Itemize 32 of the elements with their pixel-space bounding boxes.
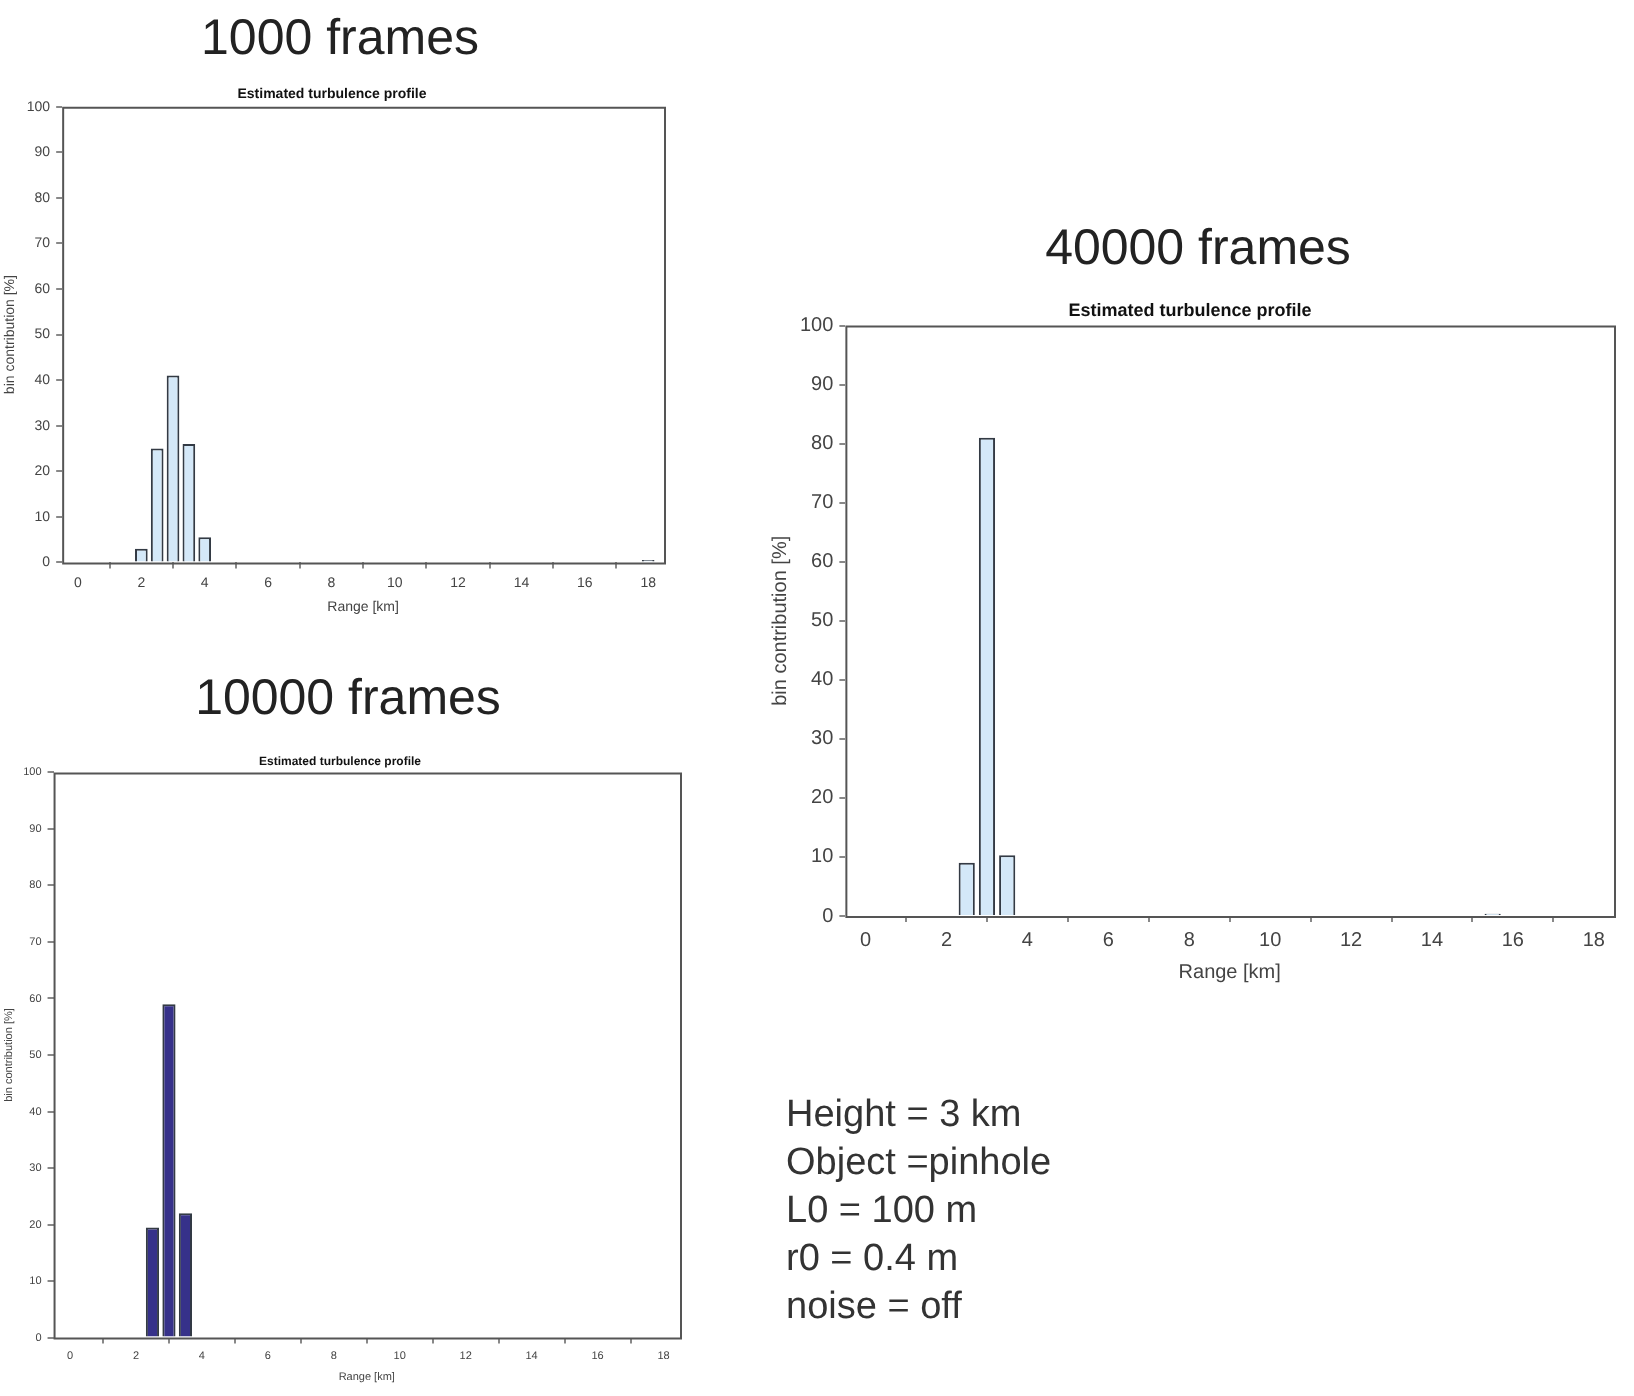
chart-subtitle: Estimated turbulence profile: [1068, 299, 1312, 320]
text: L0 = 100 m: [786, 1188, 980, 1236]
x-tick-label: 6: [1102, 929, 1115, 952]
y-tick-label: 90: [811, 374, 835, 397]
chart-title: 10000 frames: [193, 670, 503, 730]
y-tick-label: 100: [799, 315, 835, 338]
y-tick-label: 20: [811, 787, 835, 810]
text: Object =pinhole: [786, 1140, 1052, 1188]
text: noise = off: [786, 1284, 964, 1332]
x-tick-label: 18: [1582, 929, 1606, 952]
y-tick-label: 30: [811, 728, 835, 751]
y-axis-title: bin contribution [%]: [769, 535, 792, 706]
y-tick-label: 0: [822, 905, 835, 928]
x-tick-label: 14: [1420, 929, 1444, 952]
y-tick-label: 10: [811, 846, 835, 869]
chart-title: 1000 frames: [199, 10, 481, 70]
x-tick-label: 2: [940, 929, 953, 952]
text: Height = 3 km: [786, 1092, 1024, 1140]
x-tick-label: 16: [1501, 929, 1525, 952]
x-tick-label: 8: [1183, 929, 1196, 952]
x-tick-label: 4: [1021, 929, 1034, 952]
chart-title: 40000 frames: [1043, 220, 1353, 280]
y-tick-label: 50: [811, 610, 835, 633]
y-tick-label: 70: [811, 492, 835, 515]
x-tick-label: 12: [1339, 929, 1364, 952]
y-tick-label: 40: [811, 669, 835, 692]
x-tick-label: 10: [1259, 929, 1283, 952]
x-axis-title: Range [km]: [1178, 961, 1282, 984]
x-tick-label: 0: [860, 929, 873, 952]
y-tick-label: 60: [811, 551, 835, 574]
y-tick-label: 80: [811, 433, 835, 456]
text: r0 = 0.4 m: [786, 1236, 961, 1284]
